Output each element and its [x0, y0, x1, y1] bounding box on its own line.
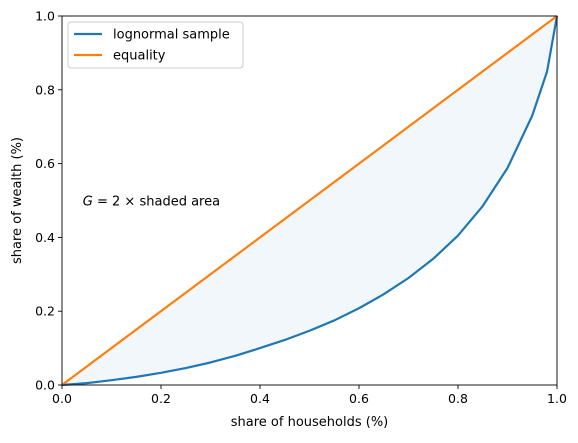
legend-box	[67, 21, 244, 69]
y-axis-label: share of wealth (%)	[10, 137, 25, 264]
series-line-lognormal-sample	[61, 15, 559, 387]
y-tick-label: 0.0	[35, 378, 55, 393]
x-axis-label: share of households (%)	[231, 415, 389, 430]
gini-annotation-text: = 2 × shaded area	[93, 195, 220, 210]
x-tick-label: 0.2	[151, 391, 171, 406]
series-line-equality	[61, 15, 558, 386]
y-tick-label: 0.4	[35, 230, 55, 245]
legend-label: equality	[113, 49, 166, 64]
legend-label: lognormal sample	[113, 28, 230, 43]
x-tick-label: 0.0	[52, 391, 72, 406]
y-tick-label: 0.2	[35, 304, 55, 319]
x-tick-label: 0.6	[349, 391, 369, 406]
y-axis-ticks: 0.0 0.2 0.4 0.6 0.8 1.0	[35, 9, 62, 393]
x-tick-label: 1.0	[547, 391, 567, 406]
series-layer	[61, 15, 559, 387]
plot-frame	[61, 15, 558, 386]
x-tick-label: 0.4	[250, 391, 270, 406]
legend: lognormal sample equality	[67, 21, 244, 69]
y-tick-label: 0.6	[35, 156, 55, 171]
y-tick-label: 0.8	[35, 82, 55, 97]
gini-symbol: G	[83, 195, 93, 210]
x-tick-label: 0.8	[448, 391, 468, 406]
x-axis-ticks: 0.0 0.2 0.4 0.6 0.8 1.0	[52, 385, 567, 406]
gini-annotation: G = 2 × shaded area	[83, 195, 220, 210]
y-tick-label: 1.0	[35, 9, 55, 24]
